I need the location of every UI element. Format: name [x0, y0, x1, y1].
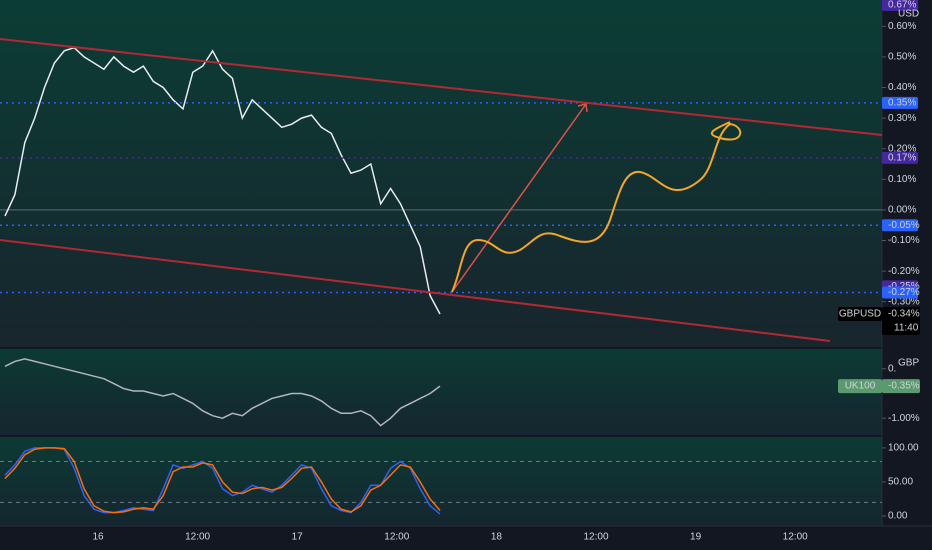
- y-tick-label: -0.10%: [888, 235, 920, 246]
- trend-line: [0, 239, 831, 342]
- price-badge: [882, 286, 918, 299]
- y-tick-label: 0.60%: [888, 21, 916, 32]
- arrow: [451, 103, 587, 293]
- price-badge-label: 0.35%: [888, 97, 916, 108]
- series-line: [4, 46, 441, 315]
- x-tick-label: 19: [690, 532, 702, 543]
- y-tick-label: 0.00: [888, 511, 908, 522]
- time-label: 11:40: [894, 323, 919, 334]
- pane-3: [0, 437, 882, 526]
- y-tick-label: 100.00: [888, 443, 919, 454]
- y-tick-label: 0.50%: [888, 52, 916, 63]
- main-pane: [0, 0, 882, 347]
- axis-unit: GBP: [898, 358, 919, 369]
- symbol-badge: [838, 379, 882, 394]
- price-badge: [882, 306, 920, 335]
- price-axis: [882, 0, 932, 550]
- y-tick-label: 0.30%: [888, 113, 916, 124]
- x-tick-label: 12:00: [185, 532, 210, 543]
- path-drawing: [451, 121, 742, 293]
- x-tick-label: 12:00: [583, 532, 608, 543]
- x-tick-label: 16: [92, 532, 104, 543]
- y-tick-label: 0.40%: [888, 82, 916, 93]
- y-tick-label: -1.00%: [888, 413, 920, 424]
- pane-2: [0, 349, 882, 435]
- symbol-label: UK100: [845, 381, 876, 392]
- x-tick-label: 18: [491, 532, 503, 543]
- x-tick-label: 12:00: [384, 532, 409, 543]
- y-tick-label: 0.20%: [888, 143, 916, 154]
- price-badge-label: -0.05%: [888, 220, 920, 231]
- y-tick-label: 0.00%: [888, 205, 916, 216]
- price-badge: [882, 219, 918, 232]
- axis-unit: USD: [898, 9, 919, 20]
- price-badge: [882, 96, 918, 109]
- y-tick-label: 50.00: [888, 477, 913, 488]
- x-tick-label: 17: [292, 532, 304, 543]
- price-badge: [882, 151, 918, 164]
- series-line: [4, 447, 441, 515]
- drawings: [0, 38, 883, 342]
- y-tick-label: -0.30%: [888, 296, 920, 307]
- symbol-badge: [838, 306, 882, 321]
- arrow-head: [577, 103, 588, 113]
- price-badge-label: -0.27%: [888, 287, 920, 298]
- y-tick-label: 0.: [888, 363, 896, 374]
- series-line: [4, 447, 441, 514]
- y-tick-label: 0.10%: [888, 174, 916, 185]
- symbol-label: GBPUSD: [839, 309, 881, 320]
- price-badge: [882, 0, 918, 11]
- price-badge-label: -0.35%: [888, 381, 920, 392]
- price-badge-label: 0.17%: [888, 153, 916, 164]
- trend-line: [0, 38, 883, 136]
- series-line: [4, 358, 441, 427]
- price-badge-label: -0.34%: [888, 309, 920, 320]
- y-tick-label: -0.20%: [888, 266, 920, 277]
- price-badge: [882, 379, 920, 394]
- x-tick-label: 12:00: [783, 532, 808, 543]
- price-badge-label: 0.67%: [888, 0, 916, 11]
